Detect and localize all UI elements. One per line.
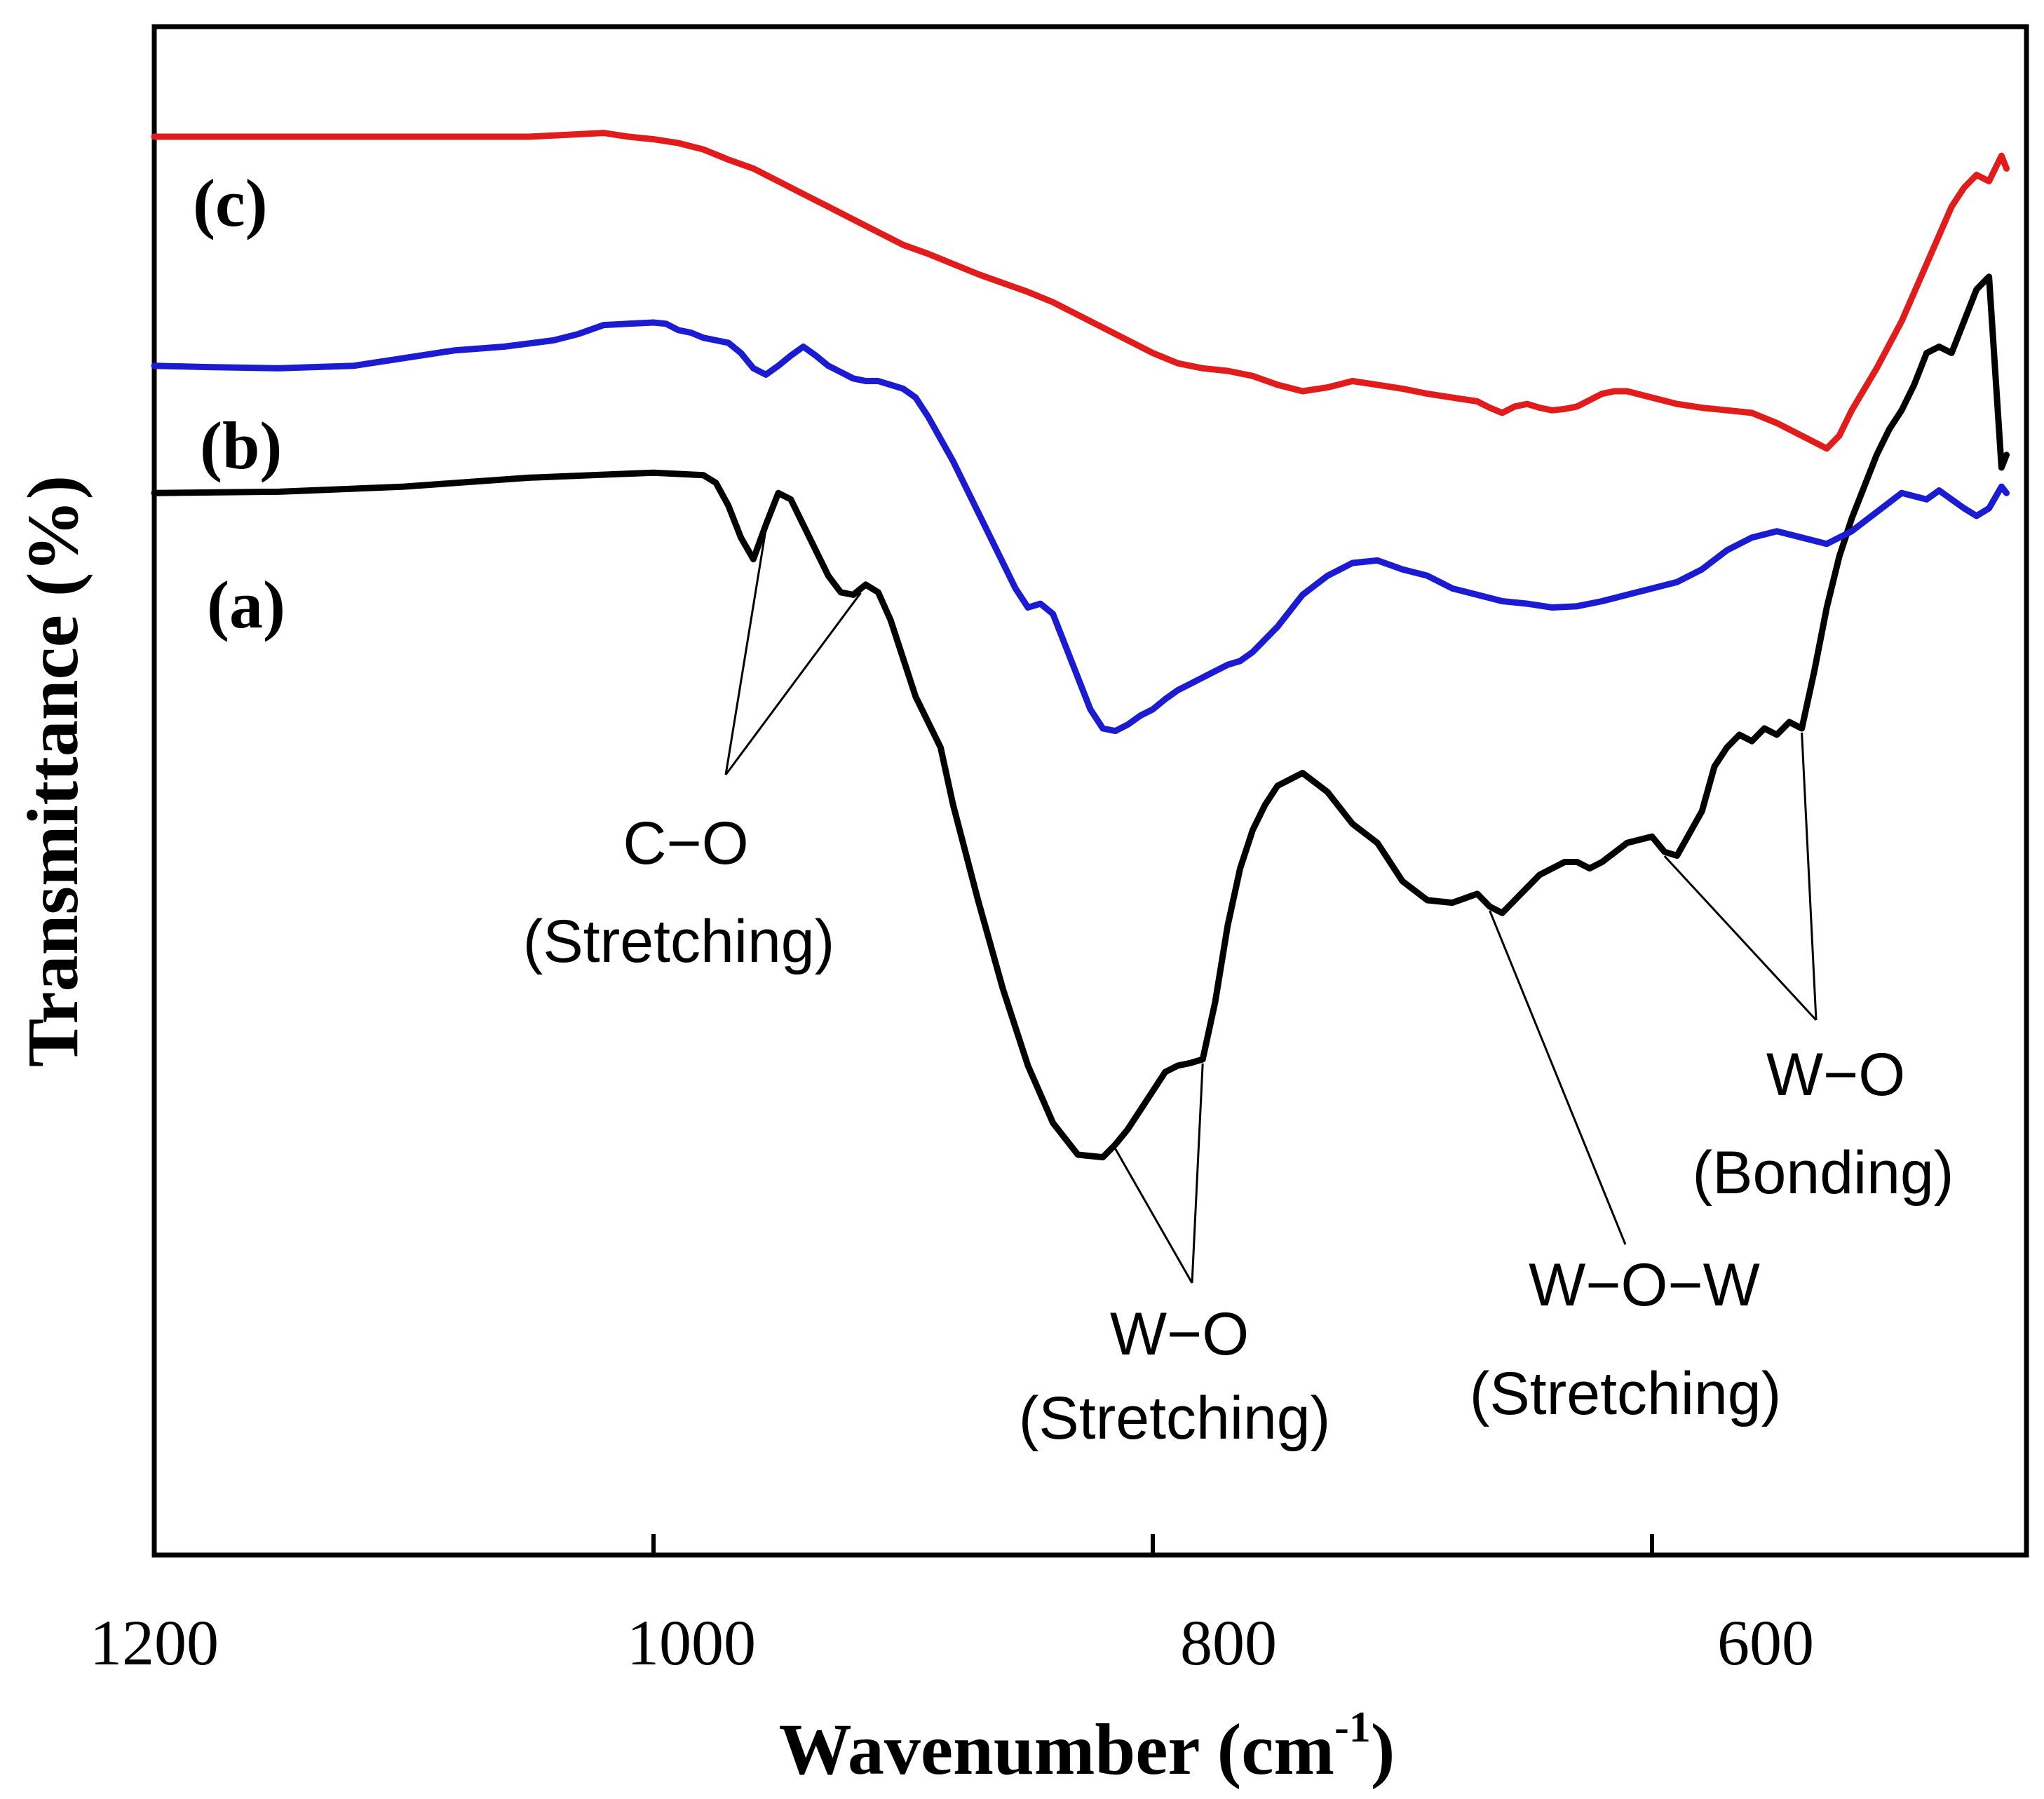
- x-axis-title: Wavenumber (cm-1): [779, 1704, 1395, 1790]
- annotation-leader-line: [1114, 1148, 1193, 1284]
- annotation-c-o-mode: (Stretching): [523, 908, 835, 975]
- x-tick-label: 800: [1180, 1607, 1277, 1678]
- series-label-c: (c): [193, 165, 268, 240]
- series-layer: [151, 130, 2010, 1161]
- series-label-a: (a): [207, 567, 285, 642]
- annotation-w-o-w-mode: (Stretching): [1470, 1360, 1782, 1427]
- annotation-w-o-bonding: W−O (Bonding): [1693, 1041, 1954, 1207]
- x-axis-title-main: Wavenumber (cm: [779, 1709, 1334, 1790]
- annotation-leader-lines: [724, 529, 1818, 1284]
- x-axis-title-close: ): [1371, 1709, 1395, 1790]
- annotation-w-o-bonding-mode: (Bonding): [1693, 1139, 1954, 1207]
- series-label-b: (b): [200, 408, 282, 483]
- annotation-w-o-stretch: W−O (Stretching): [1019, 1301, 1331, 1452]
- annotation-w-o-stretch-bond: W−O: [1110, 1301, 1249, 1368]
- annotation-leader-line: [1801, 732, 1818, 1021]
- annotation-leader-line: [724, 592, 862, 775]
- x-axis-title-superscript: -1: [1334, 1704, 1371, 1751]
- series-line-b: [151, 319, 2010, 735]
- annotation-w-o-w: W−O−W (Stretching): [1470, 1251, 1782, 1427]
- plot-frame: [151, 24, 2029, 1558]
- x-tick-marks: [152, 1534, 1654, 1555]
- y-axis-title: Transmittance (%): [13, 475, 93, 1067]
- annotation-leader-line: [1663, 855, 1818, 1021]
- series-line-a: [151, 273, 2010, 1161]
- annotation-leader-line: [1191, 1063, 1204, 1284]
- annotation-w-o-bonding-bond: W−O: [1766, 1041, 1905, 1108]
- annotation-leader-line: [1489, 910, 1627, 1245]
- x-tick-label: 1000: [627, 1607, 756, 1678]
- annotation-c-o: C−O (Stretching): [523, 810, 835, 975]
- annotation-c-o-bond: C−O: [623, 810, 748, 877]
- x-tick-labels: 1200 1000 800 600: [90, 1607, 1814, 1678]
- x-tick-label: 1200: [90, 1607, 219, 1678]
- annotation-leader-line: [724, 529, 767, 775]
- x-tick-label: 600: [1717, 1607, 1814, 1678]
- series-line-c: [151, 130, 2010, 452]
- annotation-w-o-stretch-mode: (Stretching): [1019, 1385, 1331, 1452]
- annotation-w-o-w-bond: W−O−W: [1529, 1251, 1760, 1319]
